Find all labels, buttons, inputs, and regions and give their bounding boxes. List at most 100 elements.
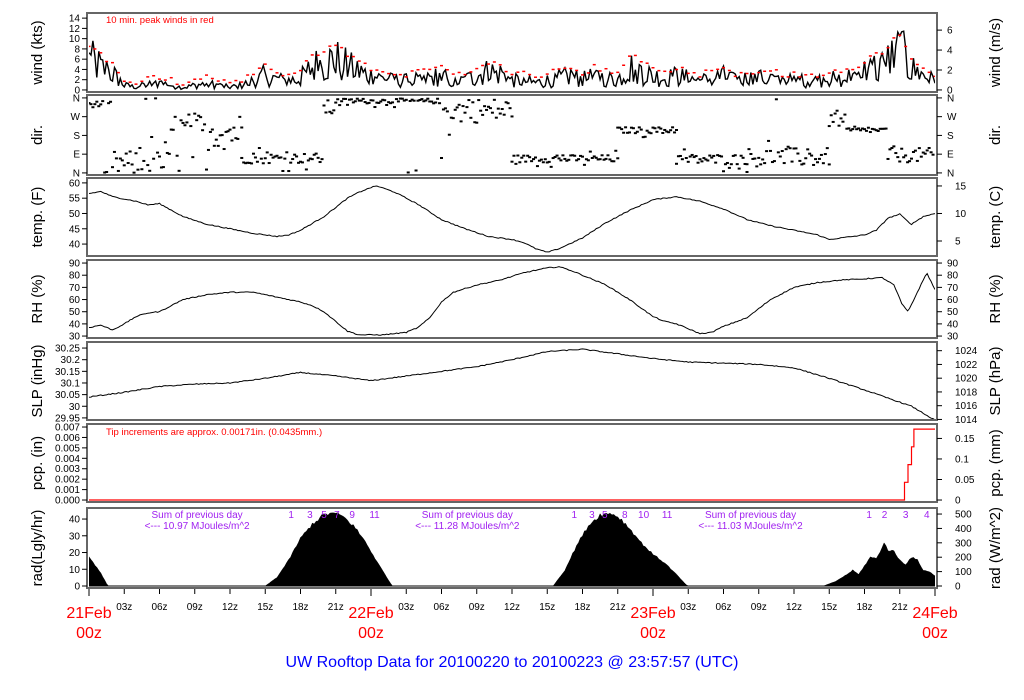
wind-direction-point [299, 160, 302, 163]
y-axis-label-left: wind (kts) [29, 20, 46, 85]
wind-direction-point [124, 152, 128, 155]
hour-tick-label: 18z [292, 602, 308, 613]
wind-direction-point [874, 129, 878, 132]
right-tick-label: 90 [947, 259, 959, 270]
wind-direction-point [849, 129, 853, 132]
wind-direction-point [304, 168, 308, 171]
right-tick-label: 300 [955, 538, 972, 549]
sun-hour-label: 7 [334, 510, 340, 521]
hour-tick-label: 03z [116, 602, 132, 613]
wind-direction-point [416, 99, 420, 102]
wind-direction-point [831, 120, 835, 123]
wind-direction-point [396, 100, 400, 103]
left-tick-label: 30.2 [61, 355, 81, 366]
wind-direction-point [919, 155, 923, 158]
wind-direction-point [455, 106, 459, 109]
left-tick-label: 10 [69, 34, 81, 45]
wind-direction-point [596, 158, 600, 161]
wind-direction-point [911, 151, 915, 154]
wind-direction-point [714, 161, 718, 164]
data-layer [89, 428, 935, 501]
wind-direction-point [291, 158, 295, 161]
right-tick-label: 6 [947, 26, 953, 37]
daily-sum-heading: Sum of previous day [705, 510, 796, 521]
wind-direction-point [819, 153, 823, 156]
slp-line [89, 348, 935, 419]
wind-direction-point [363, 101, 367, 104]
right-tick-label: 2 [947, 66, 953, 77]
hour-tick-label: 06z [433, 602, 449, 613]
wind-direction-point [187, 113, 191, 116]
wind-direction-point [487, 105, 490, 108]
wind-direction-point [112, 150, 116, 153]
wind-direction-point [369, 99, 373, 102]
y-axis-label-left: rad(Lgly/hr) [29, 510, 46, 587]
right-tick-label: 60 [947, 295, 959, 306]
wind-direction-point [557, 157, 561, 160]
data-layer [89, 97, 935, 174]
left-tick-label: 4 [74, 65, 80, 76]
wind-direction-point [488, 107, 492, 110]
wind-direction-point [524, 160, 528, 163]
wind-direction-point [671, 126, 675, 129]
wind-direction-point [240, 126, 244, 129]
wind-direction-point [175, 154, 179, 157]
wind-direction-point [506, 102, 510, 105]
wind-direction-point [663, 128, 667, 131]
wind-direction-point [228, 128, 232, 131]
wind-direction-point [716, 154, 720, 157]
wind-direction-point [148, 169, 152, 172]
wind-direction-point [447, 133, 451, 136]
wind-direction-point [246, 161, 250, 164]
wind-direction-point [780, 150, 784, 153]
sun-hour-label: 5 [321, 510, 327, 521]
panel-rad: rad(Lgly/hr) rad (W/m^2)01020304001002003… [29, 507, 1004, 593]
right-tick-label: 1016 [955, 401, 978, 412]
wind-direction-point [453, 108, 457, 111]
hour-tick-label: 12z [504, 602, 520, 613]
left-tick-label: 30 [69, 531, 81, 542]
wind-direction-point [281, 169, 285, 172]
wind-direction-point [770, 161, 774, 164]
wind-direction-point [310, 158, 314, 161]
wind-direction-point [635, 130, 639, 133]
wind-direction-point [629, 126, 633, 129]
wind-direction-point [733, 154, 737, 157]
wind-direction-point [927, 146, 931, 149]
wind-direction-point [161, 166, 165, 169]
wind-direction-point [89, 102, 91, 105]
wind-direction-point [602, 158, 606, 161]
wind-direction-point [584, 158, 588, 161]
wind-direction-point [418, 98, 422, 101]
wind-direction-point [882, 127, 886, 130]
wind-direction-point [857, 127, 861, 130]
hour-tick-label: 15z [821, 602, 837, 613]
panel-frame [86, 94, 938, 176]
wind-direction-point [445, 110, 449, 113]
wind-direction-point [647, 131, 651, 134]
wind-direction-point [582, 163, 586, 166]
left-tick-label: 50 [69, 209, 81, 220]
wind-direction-point [645, 129, 649, 132]
hour-tick-label: 21z [610, 602, 626, 613]
wind-direction-point [817, 157, 821, 160]
wind-direction-point [428, 100, 432, 103]
hour-tick-label: 18z [856, 602, 872, 613]
wind-direction-point [114, 157, 118, 160]
wind-direction-point [659, 127, 663, 130]
wind-direction-point [220, 134, 224, 137]
wind-direction-point [535, 165, 539, 168]
wind-direction-point [541, 161, 545, 164]
wind-direction-point [379, 100, 383, 103]
wind-direction-point [516, 154, 520, 157]
wind-direction-point [259, 157, 263, 160]
right-tick-label: 70 [947, 283, 959, 294]
wind-direction-point [485, 108, 489, 111]
wind-direction-point [657, 126, 661, 129]
sun-hour-label: 1 [866, 510, 872, 521]
wind-direction-point [334, 101, 338, 104]
panel-frame [86, 12, 938, 93]
wind-direction-point [690, 153, 694, 156]
wind-direction-point [500, 108, 504, 111]
